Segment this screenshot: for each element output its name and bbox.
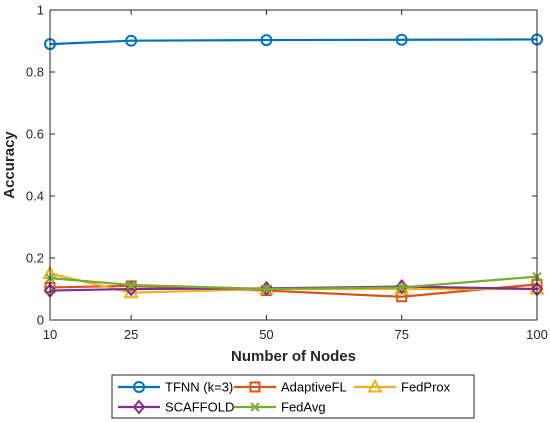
plot-frame	[49, 9, 538, 321]
data-point	[397, 282, 407, 293]
legend-item: FedProx	[354, 378, 451, 395]
x-axis-label: Number of Nodes	[231, 348, 356, 365]
legend: TFNN (k=3) AdaptiveFL FedProx SCAFFOLD FedAv…	[111, 374, 475, 419]
legend-marker	[250, 402, 260, 412]
legend-marker	[132, 399, 146, 415]
ticks-layer: 10 25 50 75 100 0 0.2 0.4 0.6 0.8 1	[26, 3, 548, 343]
y-tick-label: 0.4	[26, 189, 44, 204]
legend-label: FedAvg	[281, 400, 326, 415]
legend-items: TFNN (k=3) AdaptiveFL FedProx SCAFFOLD FedAv…	[118, 378, 451, 415]
legend-marker	[249, 381, 261, 393]
y-tick-label: 0.2	[26, 251, 44, 266]
plot-area	[50, 10, 537, 320]
data-point	[260, 34, 273, 47]
x-tick-label: 25	[124, 327, 138, 342]
legend-item: SCAFFOLD	[118, 399, 234, 415]
data-point	[126, 280, 136, 290]
data-point	[395, 33, 408, 46]
y-tick-label: 0.6	[26, 127, 44, 142]
legend-label: TFNN (k=3)	[165, 380, 233, 395]
x-tick-label: 75	[394, 327, 408, 342]
y-tick-label: 0.8	[26, 65, 44, 80]
x-tick-label: 50	[259, 327, 273, 342]
legend-marker	[133, 381, 145, 393]
legend-label: AdaptiveFL	[281, 380, 347, 395]
legend-label: FedProx	[401, 380, 451, 395]
legend-item: AdaptiveFL	[234, 380, 347, 395]
y-tick-label: 1	[37, 3, 44, 18]
legend-item: TFNN (k=3)	[118, 380, 233, 395]
y-tick-label: 0	[37, 313, 44, 328]
y-axis-label: Accuracy	[1, 131, 18, 199]
legend-marker	[367, 378, 383, 393]
data-point	[125, 34, 138, 47]
x-tick-label: 100	[526, 327, 548, 342]
x-tick-label: 10	[43, 327, 57, 342]
series-line	[49, 38, 538, 46]
legend-label: SCAFFOLD	[165, 400, 234, 415]
legend-item: FedAvg	[234, 400, 326, 415]
legend-box	[111, 374, 475, 419]
data-point	[261, 284, 272, 294]
